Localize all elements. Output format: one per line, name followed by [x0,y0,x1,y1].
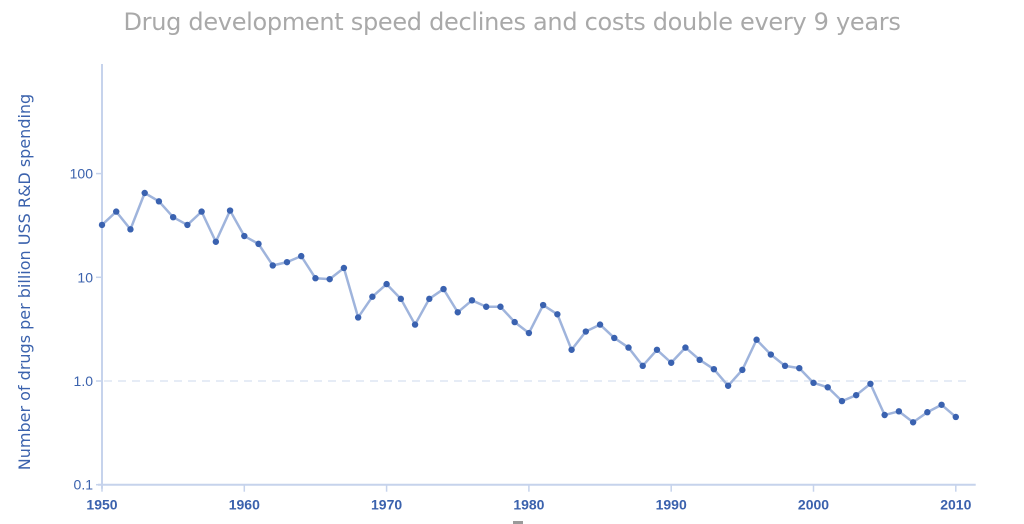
data-point [283,258,291,266]
data-point [838,397,846,405]
data-point [639,362,646,370]
data-point [127,226,134,233]
data-point [155,198,163,205]
data-point [724,382,732,389]
x-tick-label: 2010 [940,497,971,513]
data-point [255,240,262,248]
data-point [696,356,703,364]
data-point [326,275,333,283]
data-point [369,293,376,300]
chart-title: Drug development speed declines and cost… [123,8,901,36]
data-point [596,321,604,328]
data-point [539,301,547,309]
data-point [852,391,860,399]
data-point [269,262,276,269]
data-point [739,366,746,374]
x-axis-ticks: 1950 1960 1970 1980 1990 2000 2010 [86,484,972,513]
y-tick-label: 0.1 [74,477,94,493]
data-point [397,295,405,303]
data-point [682,344,689,351]
data-point [625,344,632,351]
data-point [796,364,803,372]
data-point [483,303,490,310]
data-point [312,275,319,282]
data-point [582,328,590,335]
data-point [511,318,518,326]
data-point [198,208,205,215]
data-point [98,221,106,229]
data-point [710,365,718,373]
data-point [184,221,191,229]
data-point [141,189,148,197]
data-point [881,411,888,419]
data-point [497,303,504,310]
data-point [753,336,760,343]
data-point [611,334,618,342]
data-point [554,311,561,318]
x-tick-label: 1980 [513,497,544,513]
data-point [952,413,959,421]
x-tick-label: 1950 [86,497,117,513]
data-point [568,346,575,353]
data-point [454,309,461,316]
data-point [340,264,348,272]
y-axis-label: Number of drugs per billion USS R&D spen… [15,94,34,470]
y-tick-label: 10 [77,269,93,285]
data-point [354,314,362,321]
data-point [169,213,177,221]
data-point [383,280,390,288]
data-point [411,321,419,328]
x-axis-title-fragment [513,521,523,524]
data-point [824,384,831,391]
data-point [226,207,234,214]
data-point [895,408,903,415]
data-point [440,285,447,293]
data-point [781,362,789,370]
data-point [653,346,661,353]
x-tick-label: 2000 [798,497,829,513]
data-point [525,329,533,337]
data-point [810,379,817,387]
data-point [212,238,220,245]
data-point [113,208,120,215]
data-point [924,409,931,416]
data-point [938,401,945,408]
y-tick-label: 100 [70,166,94,182]
data-point [668,359,675,366]
y-tick-label: 1.0 [74,373,94,389]
data-point [767,351,775,358]
series-layer [98,189,959,426]
data-point [867,380,874,387]
data-point [909,419,917,426]
y-axis-ticks: 0.1 1.0 10 100 [70,166,102,493]
data-point [426,295,433,303]
data-point [298,252,305,260]
x-tick-label: 1990 [656,497,687,513]
x-tick-label: 1970 [371,497,402,513]
x-tick-label: 1960 [229,497,260,513]
data-point [468,297,476,304]
data-point [241,232,248,240]
